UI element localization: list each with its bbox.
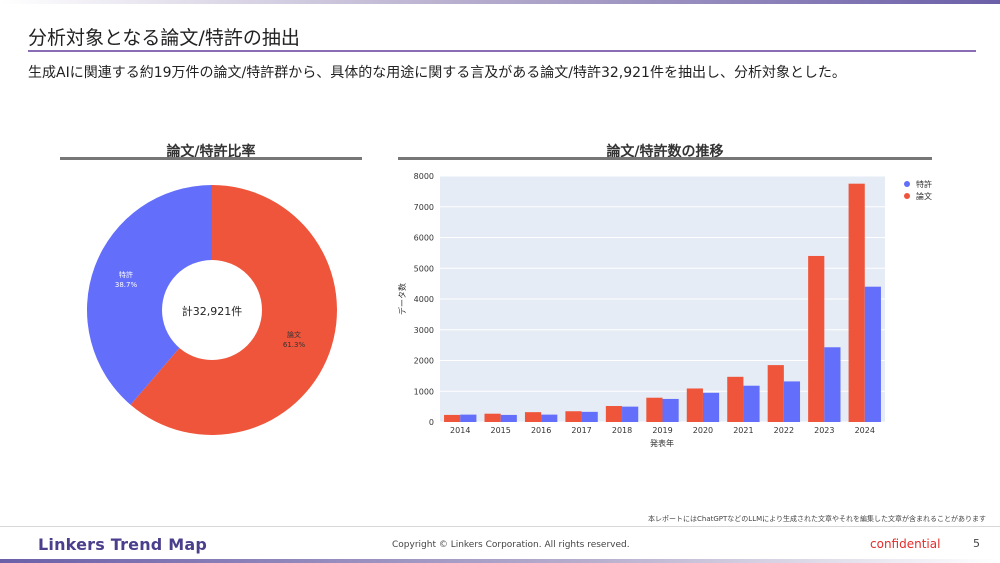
bar-paper-2022	[767, 365, 784, 422]
x-tick-label: 2017	[571, 426, 591, 435]
bar-patent-2016	[541, 414, 558, 422]
bar-patent-2020	[702, 392, 720, 422]
y-axis-label: データ数	[397, 283, 407, 315]
x-tick-label: 2019	[652, 426, 672, 435]
x-axis-label: 発表年	[650, 438, 674, 448]
x-tick-label: 2020	[693, 426, 713, 435]
bar-patent-2015	[500, 414, 517, 422]
pie-hole	[162, 260, 262, 360]
legend-label-patent: 特許	[916, 179, 932, 189]
pie-slice-patent	[86, 185, 212, 405]
top-accent-bar	[0, 0, 1000, 4]
x-tick-label: 2021	[733, 426, 753, 435]
bar-title-rule	[398, 157, 932, 160]
y-tick-label: 3000	[414, 326, 434, 335]
y-tick-label: 4000	[414, 295, 434, 304]
bottom-accent-bar	[0, 559, 1000, 563]
x-tick-label: 2014	[450, 426, 470, 435]
x-tick-label: 2015	[491, 426, 511, 435]
x-tick-label: 2016	[531, 426, 551, 435]
bar-patent-2017	[581, 411, 598, 422]
bar-patent-2023	[824, 347, 841, 422]
legend-label-paper: 論文	[916, 191, 932, 201]
bar-patent-2018	[622, 406, 639, 423]
pie-percent-paper: 61.3%	[283, 341, 306, 349]
bar-paper-2017	[565, 411, 582, 422]
bar-paper-2016	[524, 412, 542, 422]
legend-marker-paper	[904, 193, 910, 199]
page-number: 5	[973, 537, 980, 550]
y-tick-label: 8000	[414, 172, 434, 181]
bar-paper-2021	[727, 376, 744, 422]
bar-patent-2021	[743, 385, 760, 422]
confidential-label: confidential	[870, 537, 941, 551]
bar-paper-2018	[605, 406, 623, 422]
page-subtitle: 生成AIに関連する約19万件の論文/特許群から、具体的な用途に関する言及がある論…	[28, 65, 846, 81]
brand-logo: Linkers Trend Map	[38, 535, 208, 554]
bar-paper-2015	[484, 413, 501, 422]
bar-patent-2014	[460, 414, 477, 422]
pie-title-rule	[60, 157, 362, 160]
x-tick-labels: 2014 2015 2016 2017 2018 2019 2020 2021 2022 2023…	[450, 426, 875, 435]
y-tick-label: 6000	[414, 234, 434, 243]
x-tick-label: 2023	[814, 426, 834, 435]
pie-label-paper: 論文	[287, 330, 301, 339]
bar-chart-title: 論文/特許数の推移	[606, 144, 724, 160]
pie-chart: 計32,921件 特許 38.7% 論文 61.3%	[86, 185, 337, 435]
bar-paper-2019	[646, 397, 663, 422]
bar-paper-2020	[686, 388, 703, 422]
bar-patent-2022	[783, 381, 801, 422]
bar-paper-2023	[808, 255, 825, 422]
legend-marker-patent	[904, 181, 910, 187]
y-tick-label: 5000	[414, 264, 434, 273]
y-tick-label: 7000	[414, 203, 434, 212]
bars	[444, 183, 881, 423]
llm-disclaimer: 本レポートにはChatGPTなどのLLMにより生成された文章やそれを編集した文章…	[648, 515, 986, 523]
copyright-text: Copyright © Linkers Corporation. All rig…	[392, 540, 630, 550]
pie-chart-title: 論文/特許比率	[166, 144, 256, 160]
x-tick-label: 2022	[774, 426, 794, 435]
bar-paper-2024	[848, 183, 865, 422]
x-tick-label: 2024	[855, 426, 875, 435]
pie-percent-patent: 38.7%	[115, 281, 138, 289]
title-divider	[28, 50, 976, 52]
bar-patent-2024	[864, 286, 881, 422]
page-title: 分析対象となる論文/特許の抽出	[28, 27, 300, 49]
pie-center-label: 計32,921件	[182, 304, 243, 318]
x-tick-label: 2018	[612, 426, 632, 435]
y-tick-label: 2000	[414, 357, 434, 366]
legend: 特許 論文	[904, 179, 932, 201]
footer-divider	[0, 526, 1000, 527]
bar-patent-2019	[662, 398, 679, 422]
bar-paper-2014	[444, 414, 461, 422]
y-tick-labels: 0 1000 2000 3000 4000 5000 6000 7000 8000	[414, 172, 434, 427]
y-tick-label: 0	[429, 418, 434, 427]
pie-label-patent: 特許	[119, 270, 133, 279]
y-tick-label: 1000	[414, 387, 434, 396]
